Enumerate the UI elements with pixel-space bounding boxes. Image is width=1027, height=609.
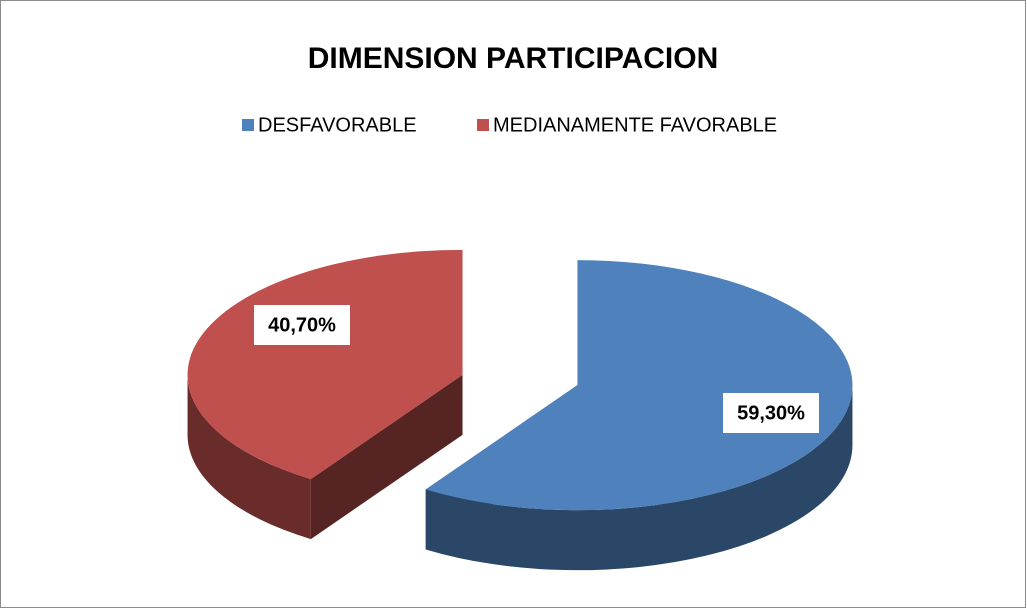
legend-swatch (477, 119, 489, 131)
data-label: 40,70% (268, 314, 336, 336)
legend-label: MEDIANAMENTE FAVORABLE (493, 114, 777, 136)
legend-label: DESFAVORABLE (258, 114, 417, 136)
slice (425, 260, 853, 511)
data-label-box (723, 393, 819, 433)
chart-title: DIMENSION PARTICIPACION (308, 42, 719, 75)
legend-swatch (242, 119, 254, 131)
slice-side (425, 385, 853, 571)
slice-side (187, 374, 311, 540)
data-label: 59,30% (737, 402, 805, 424)
slice-cut-face (310, 374, 463, 540)
data-label-box (254, 305, 350, 345)
